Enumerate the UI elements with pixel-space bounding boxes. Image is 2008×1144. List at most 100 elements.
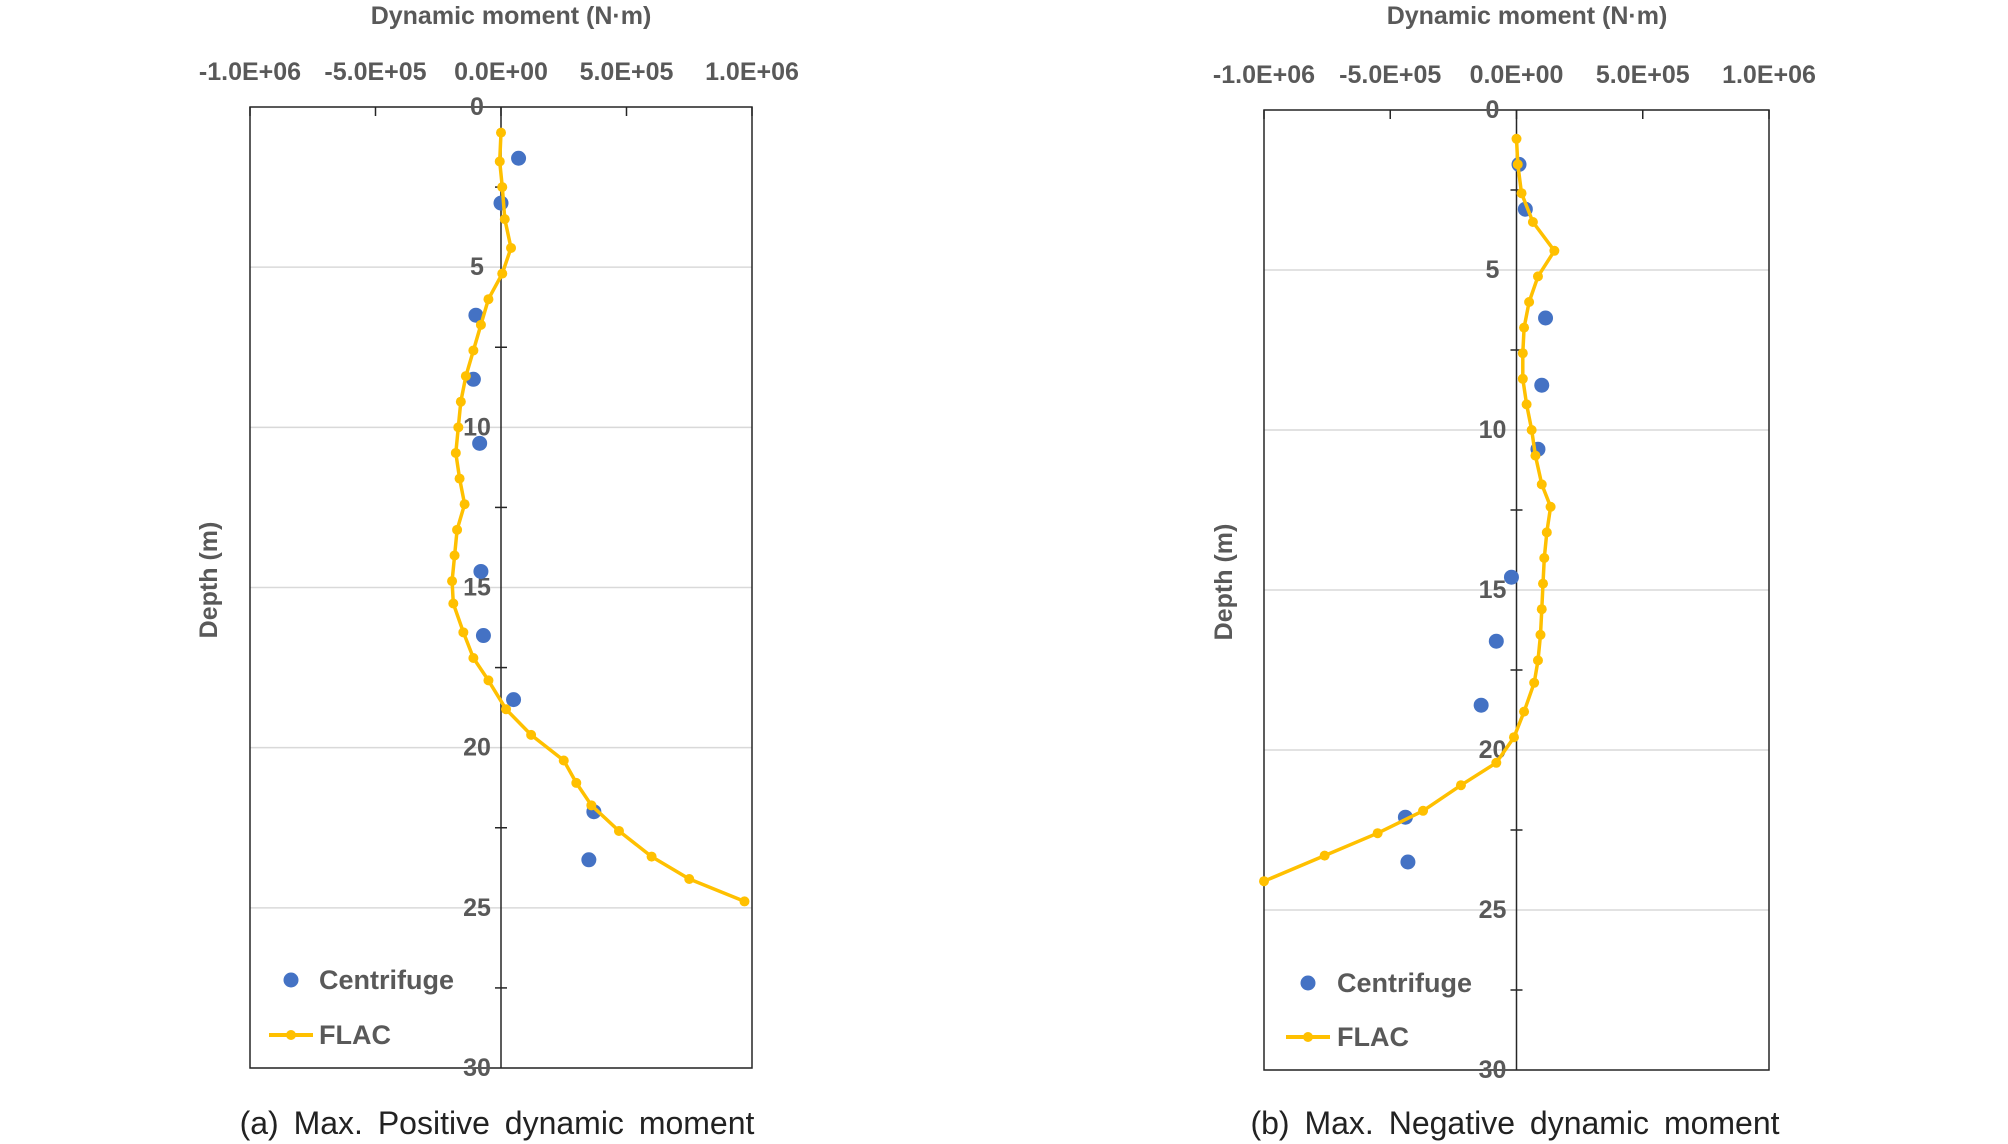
x-tick-label: 5.0E+05: [580, 58, 674, 86]
flac-point: [646, 851, 657, 862]
caption-b: (b) Max. Negative dynamic moment: [1250, 1105, 1779, 1141]
y-tick-label: 30: [1479, 1056, 1507, 1084]
flac-point: [1259, 876, 1269, 887]
x-tick-labels: -1.0E+06 -5.0E+05 0.0E+00 5.0E+05 1.0E+06: [1213, 61, 1816, 89]
flac-point: [1532, 271, 1543, 282]
flac-point: [497, 182, 508, 193]
legend-centrifuge-label: Centrifuge: [319, 965, 454, 995]
flac-point: [460, 371, 471, 382]
flac-point: [458, 627, 469, 638]
y-tick-label: 20: [1479, 736, 1507, 764]
flac-point: [1538, 578, 1549, 589]
y-tick-label: 0: [470, 93, 484, 121]
flac-point: [496, 127, 506, 138]
flac-point: [1519, 706, 1530, 717]
y-tick-label: 0: [1486, 96, 1500, 124]
centrifuge-point: [581, 852, 597, 868]
caption-a: (a) Max. Positive dynamic moment: [240, 1105, 755, 1141]
y-tick-label: 5: [470, 253, 484, 281]
flac-point: [1536, 479, 1547, 490]
y-tick-label: 15: [1479, 576, 1507, 604]
flac-point: [586, 800, 597, 811]
flac-point: [1517, 373, 1528, 384]
y-axis-title: Depth (m): [1210, 524, 1238, 641]
flac-point: [571, 777, 582, 788]
flac-point: [739, 896, 750, 907]
flac-point: [1532, 655, 1543, 666]
x-tick-labels: -1.0E+06 -5.0E+05 0.0E+00 5.0E+05 1.0E+06: [199, 58, 799, 86]
x-tick-label: 1.0E+06: [1722, 61, 1816, 89]
flac-point: [452, 524, 463, 535]
centrifuge-point: [473, 563, 489, 579]
flac-point: [475, 319, 486, 330]
centrifuge-point: [1534, 377, 1550, 393]
x-tick-label: -1.0E+06: [1213, 61, 1315, 89]
legend-flac-label: FLAC: [1337, 1022, 1409, 1052]
flac-point: [1527, 217, 1538, 227]
centrifuge-point: [1503, 569, 1519, 585]
flac-point: [1516, 188, 1527, 199]
centrifuge-point: [1538, 310, 1554, 326]
y-tick-label: 30: [463, 1054, 491, 1082]
flac-series-line: [450, 132, 746, 904]
x-tick-label: 0.0E+00: [454, 58, 548, 86]
flac-point: [501, 704, 512, 715]
legend-centrifuge-marker: [283, 972, 299, 988]
legend: Centrifuge FLAC: [269, 965, 454, 1050]
flac-point: [1526, 425, 1537, 435]
flac-series-line: [1263, 138, 1557, 883]
flac-point: [483, 294, 494, 305]
y-tick-label: 15: [463, 574, 491, 602]
plot-area-series: [1259, 133, 1560, 887]
x-axis-title: Dynamic moment (N·m): [371, 2, 652, 30]
flac-point: [558, 755, 569, 766]
x-tick-label: 1.0E+06: [705, 58, 799, 86]
centrifuge-point: [506, 692, 522, 708]
flac-point: [1519, 322, 1530, 333]
flac-point: [497, 268, 508, 279]
flac-point: [450, 447, 461, 458]
centrifuge-point: [472, 435, 488, 451]
chart-panel-b: Dynamic moment (N·m) Depth (m) -1.0E+06-…: [1210, 2, 1816, 1141]
axes: [1263, 109, 1770, 1071]
y-tick-label: 25: [1479, 896, 1507, 924]
flac-point: [1536, 604, 1547, 615]
flac-point: [1512, 159, 1523, 170]
flac-point: [449, 550, 460, 561]
flac-point: [1549, 245, 1560, 256]
flac-point: [1529, 677, 1540, 688]
flac-point: [483, 675, 494, 686]
flac-point: [506, 242, 517, 253]
centrifuge-point: [511, 150, 527, 166]
flac-point: [468, 345, 479, 356]
x-axis-title: Dynamic moment (N·m): [1387, 2, 1668, 30]
x-tick-label: -5.0E+05: [1339, 61, 1441, 89]
chart-panel-a: Dynamic moment (N·m) Depth (m) -1.0E+06-…: [195, 2, 799, 1141]
y-tick-label: 25: [463, 894, 491, 922]
flac-point: [1511, 133, 1522, 144]
legend-flac-marker: [1303, 1032, 1313, 1042]
flac-point: [1535, 629, 1546, 640]
flac-point: [455, 396, 466, 407]
centrifuge-point: [468, 307, 484, 323]
flac-point: [459, 499, 470, 510]
flac-point: [1541, 527, 1552, 538]
x-tick-label: -1.0E+06: [199, 58, 301, 86]
flac-point: [1372, 828, 1383, 839]
legend-flac-marker: [286, 1030, 296, 1040]
flac-point: [1539, 553, 1550, 563]
flac-point: [499, 214, 510, 225]
flac-point: [468, 652, 479, 663]
flac-point: [1319, 850, 1330, 861]
centrifuge-point: [1473, 697, 1489, 713]
legend: Centrifuge FLAC: [1286, 968, 1472, 1052]
legend-centrifuge-label: Centrifuge: [1337, 968, 1472, 998]
flac-point: [453, 422, 464, 433]
flac-point: [1418, 805, 1429, 816]
flac-point: [1530, 450, 1541, 461]
flac-point: [448, 598, 459, 609]
flac-point: [447, 576, 458, 587]
centrifuge-point: [493, 195, 509, 211]
